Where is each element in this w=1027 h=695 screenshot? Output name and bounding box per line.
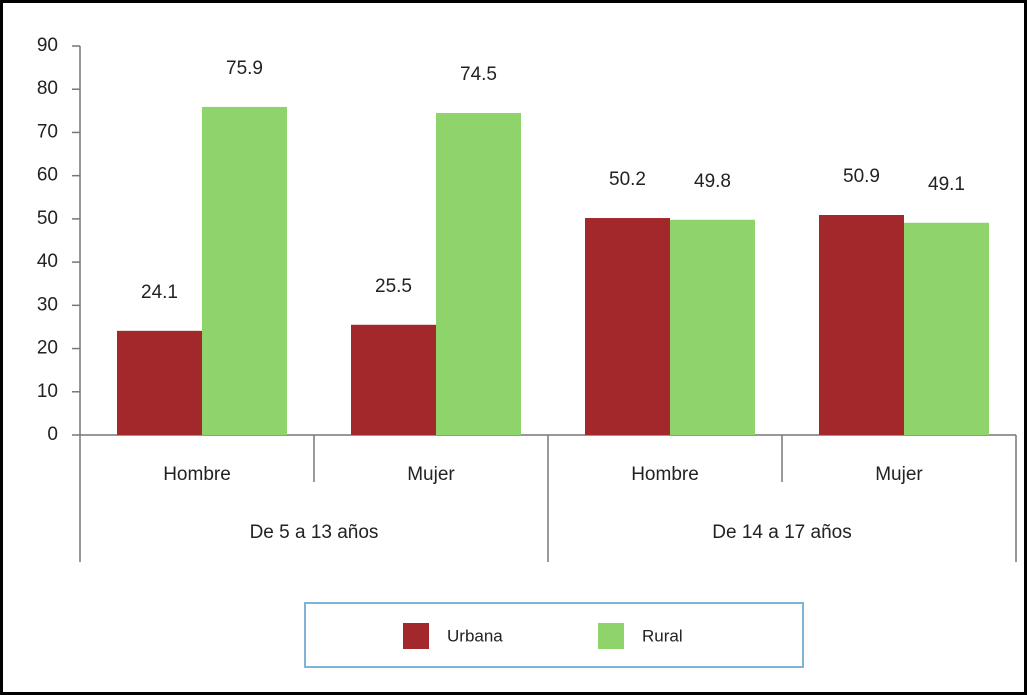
legend-label: Urbana	[447, 626, 503, 645]
data-label: 50.9	[843, 166, 880, 187]
bar	[351, 324, 436, 435]
y-tick-label: 0	[47, 424, 58, 445]
bar	[117, 330, 202, 435]
bar	[670, 219, 755, 435]
y-tick-label: 10	[37, 381, 58, 402]
bar	[904, 222, 989, 435]
x-tick-label: Hombre	[631, 464, 699, 485]
y-tick-label: 30	[37, 294, 58, 315]
legend-label: Rural	[642, 626, 683, 645]
group-label: De 5 a 13 años	[250, 522, 379, 543]
data-label: 49.1	[928, 174, 965, 195]
x-tick-label: Mujer	[407, 464, 455, 485]
y-tick-label: 50	[37, 208, 58, 229]
data-label: 50.2	[609, 169, 646, 190]
data-label: 24.1	[141, 282, 178, 303]
y-tick-label: 70	[37, 121, 58, 142]
bar	[202, 106, 287, 436]
y-tick-label: 60	[37, 165, 58, 186]
data-label: 49.8	[694, 171, 731, 192]
y-tick-label: 20	[37, 338, 58, 359]
data-label: 25.5	[375, 276, 412, 297]
bar	[436, 112, 521, 435]
legend-box	[304, 602, 804, 668]
y-tick-label: 80	[37, 78, 58, 99]
bar	[585, 218, 670, 435]
data-label: 74.5	[460, 64, 497, 85]
legend-swatch	[598, 623, 624, 649]
legend-swatch	[403, 623, 429, 649]
y-tick-label: 90	[37, 35, 58, 56]
group-label: De 14 a 17 años	[712, 522, 851, 543]
data-label: 75.9	[226, 58, 263, 79]
x-tick-label: Mujer	[875, 464, 923, 485]
y-tick-label: 40	[37, 251, 58, 272]
bar	[819, 214, 904, 435]
x-tick-label: Hombre	[163, 464, 231, 485]
